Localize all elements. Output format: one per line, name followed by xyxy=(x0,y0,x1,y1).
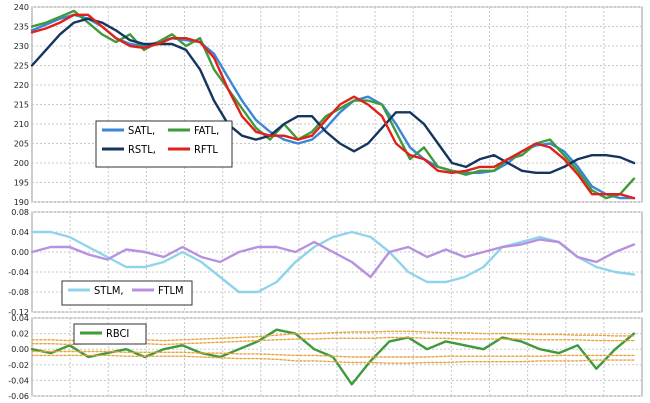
legend-label: RSTL, xyxy=(128,143,156,156)
legend-label: RFTL xyxy=(194,143,218,156)
y-tick-label: 0.04 xyxy=(11,228,29,237)
y-tick-label: 200 xyxy=(14,159,29,168)
y-tick-label: 0.04 xyxy=(11,314,29,323)
y-tick-label: 215 xyxy=(14,101,29,110)
y-tick-label: 0.08 xyxy=(11,208,29,217)
y-tick-label: 0.00 xyxy=(11,345,29,354)
y-tick-label: 195 xyxy=(14,179,29,188)
rstl-series-line xyxy=(30,17,636,175)
y-tick-label: -0.04 xyxy=(8,268,29,277)
band-series-line xyxy=(31,354,635,364)
legend-box xyxy=(61,280,193,306)
y-tick-label: 230 xyxy=(14,42,29,51)
legend-label: STLM, xyxy=(94,284,124,297)
y-tick-label: -0.08 xyxy=(8,288,29,297)
band-series-line xyxy=(31,350,635,358)
rftl-series-line xyxy=(30,13,636,200)
legend-label: RBCI xyxy=(106,327,129,340)
y-tick-label: 225 xyxy=(14,62,29,71)
ftlm-series-line xyxy=(30,238,636,279)
y-tick-label: -0.04 xyxy=(8,376,29,385)
y-tick-label: 240 xyxy=(14,3,29,12)
y-tick-label: -0.02 xyxy=(8,361,29,370)
y-tick-label: -0.06 xyxy=(8,392,29,401)
y-tick-label: 190 xyxy=(14,198,29,207)
y-tick-label: 0.02 xyxy=(11,330,29,339)
legend-label: SATL, xyxy=(128,124,155,137)
y-tick-label: 220 xyxy=(14,81,29,90)
y-tick-label: 210 xyxy=(14,120,29,129)
legend-label: FATL, xyxy=(194,124,219,137)
y-tick-label: 235 xyxy=(14,23,29,32)
y-tick-label: 0.00 xyxy=(11,248,29,257)
legend-box xyxy=(73,323,147,345)
y-tick-label: 205 xyxy=(14,140,29,149)
stlm-series-line xyxy=(30,230,636,294)
y-tick-label: -0.12 xyxy=(8,308,29,317)
legend-label: FTLM xyxy=(158,284,184,297)
